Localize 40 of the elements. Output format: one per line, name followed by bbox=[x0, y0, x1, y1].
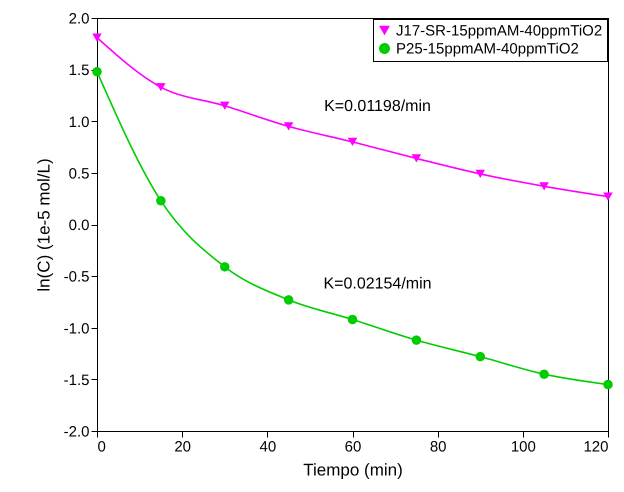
x-tick-label: 0 bbox=[98, 438, 106, 456]
point bbox=[284, 295, 294, 305]
y-tick-label: -2.0 bbox=[64, 424, 90, 440]
y-tick-label: 2.0 bbox=[68, 10, 90, 28]
x-tick-label: 40 bbox=[259, 438, 276, 456]
legend-label: J17-SR-15ppmAM-40ppmTiO2 bbox=[396, 22, 602, 40]
point bbox=[220, 102, 230, 110]
x-tick-label: 80 bbox=[430, 438, 447, 456]
point bbox=[220, 262, 230, 272]
point bbox=[539, 369, 549, 379]
y-tick-label: -1.0 bbox=[64, 320, 90, 338]
point bbox=[156, 196, 166, 206]
y-tick-label: 0.0 bbox=[68, 217, 90, 234]
point bbox=[476, 170, 485, 178]
x-tick-label: 120 bbox=[583, 438, 608, 456]
x-axis-title: Tiempo (min) bbox=[303, 460, 403, 480]
point bbox=[412, 154, 422, 163]
point bbox=[348, 138, 358, 146]
y-tick-label: 1.5 bbox=[68, 62, 90, 80]
x-tick-label: 20 bbox=[174, 438, 192, 456]
x-tick-label: 100 bbox=[510, 438, 536, 456]
point bbox=[539, 182, 549, 190]
point bbox=[348, 314, 358, 324]
legend-label: P25-15ppmAM-40ppmTiO2 bbox=[396, 40, 579, 58]
point bbox=[92, 66, 102, 76]
x-tick-label: 60 bbox=[344, 438, 362, 456]
y-tick-label: 0.5 bbox=[68, 165, 90, 182]
point bbox=[603, 192, 613, 201]
y-tick-label: -0.5 bbox=[64, 268, 90, 286]
point bbox=[156, 83, 166, 92]
y-tick-label: -1.5 bbox=[64, 372, 90, 389]
y-tick-label: 1.0 bbox=[68, 114, 90, 131]
annotation: K=0.02154/min bbox=[323, 275, 432, 292]
annotation: K=0.01198/min bbox=[324, 98, 431, 115]
point bbox=[412, 335, 422, 345]
point bbox=[92, 34, 102, 42]
y-axis-title: ln(C) (1e-5 mol/L) bbox=[34, 158, 54, 292]
point bbox=[284, 122, 294, 131]
point bbox=[603, 380, 613, 390]
point bbox=[476, 352, 485, 362]
